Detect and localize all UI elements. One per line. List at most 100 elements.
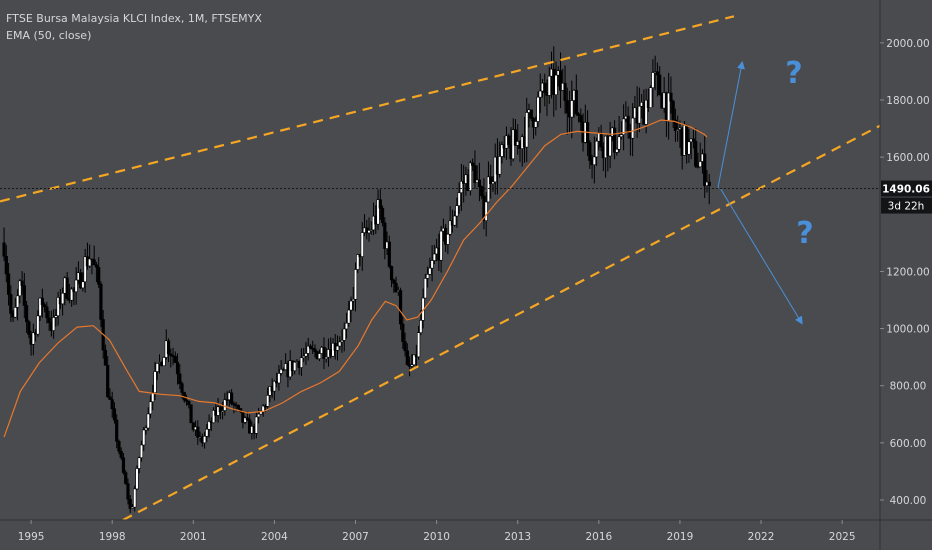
candle-up [455,205,459,217]
candle-up [13,307,17,318]
candle-down [703,153,707,186]
candle-down [599,132,603,148]
candle-down [65,277,69,299]
candle-down [175,362,180,375]
candle-up [324,356,328,360]
candle-down [225,399,229,401]
candle-up [367,230,371,234]
candle-up [536,96,540,122]
countdown-badge [881,197,932,214]
candle-down [103,349,108,366]
candle-up [148,401,153,415]
plot-area [0,15,880,520]
price-tick-label: 1800.00 [886,95,929,107]
candle-down [79,272,83,289]
candle-up [498,156,502,175]
candle-up [344,322,349,330]
candle-up [254,416,258,434]
candle-up [207,421,211,430]
candle-down [398,290,403,325]
price-tick-label: 1600.00 [886,152,929,164]
candle-down [92,259,96,266]
candle-down [166,340,171,355]
candle-down [180,383,184,393]
candle-down [380,208,385,224]
candle-down [115,419,119,442]
candle-down [230,392,234,404]
candle-down [574,90,578,115]
chart-legend: FTSE Bursa Malaysia KLCI Index, 1M, FTSE… [6,10,262,44]
channel-lower-line [122,124,880,520]
candle-down [191,422,195,431]
candle-down [383,222,387,249]
candle-up [81,281,85,289]
candle-down [691,138,696,142]
candle-up [649,87,653,108]
candle-down [392,279,396,284]
candle-down [239,408,243,413]
candle-up [299,357,304,368]
time-tick-label: 2007 [342,531,369,543]
candle-down [90,258,94,261]
candle-down [471,162,475,166]
candle-up [410,364,414,367]
candle-up [266,395,270,407]
time-tick-label: 2022 [748,531,775,543]
chart-title: FTSE Bursa Malaysia KLCI Index, 1M, FTSE… [6,12,262,25]
candle-up [162,357,166,367]
candle-up [18,280,22,297]
price-tick-label: 400.00 [890,495,927,507]
price-tick-label: 800.00 [890,381,927,393]
candle-down [308,345,313,349]
candle-up [622,118,626,135]
candle-down [389,266,394,281]
question-up-label: ? [785,56,802,91]
candle-up [428,267,432,275]
candle-down [22,285,26,306]
candle-up [52,317,56,331]
candle-up [554,74,558,96]
candle-down [124,472,128,484]
time-tick-label: 2004 [261,531,288,543]
candle-up [335,345,340,351]
candle-up [538,90,542,98]
candle-up [293,361,297,372]
candle-down [563,82,567,101]
candle-down [236,405,240,409]
candle-down [2,242,6,257]
candle-up [356,254,360,270]
candle-up [205,428,209,437]
candle-up [146,413,150,429]
candle-up [687,141,691,155]
time-tick-label: 2016 [585,531,612,543]
candle-up [484,201,488,221]
candle-up [338,341,342,347]
candle-down [196,426,200,438]
time-tick-label: 2010 [423,531,450,543]
price-tick-label: 1200.00 [886,266,929,278]
candle-up [211,410,216,424]
candle-down [184,399,189,402]
candle-up [351,298,355,302]
candle-up [423,278,427,299]
candle-up [155,363,159,372]
time-tick-label: 2025 [829,531,856,543]
candle-up [446,233,450,245]
candle-up [468,162,473,191]
candle-down [169,353,173,356]
candle-up [369,229,373,232]
candle-down [576,113,581,116]
candle-up [419,320,423,333]
candle-up [547,75,551,96]
price-tick-label: 1000.00 [886,324,929,336]
candle-down [121,457,126,473]
candle-down [187,400,191,406]
candle-down [126,483,130,500]
candle-up [486,176,491,203]
candle-down [507,135,511,145]
candle-down [9,294,13,314]
countdown-label: 3d 22h [888,201,925,213]
candle-up [416,332,421,358]
candle-up [594,140,599,158]
